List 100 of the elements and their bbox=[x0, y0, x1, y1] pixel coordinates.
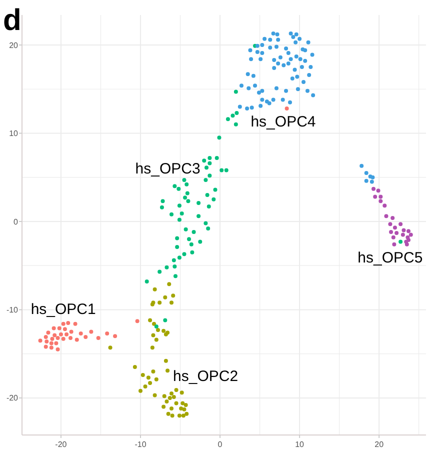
point bbox=[164, 265, 169, 270]
point bbox=[206, 204, 211, 208]
point bbox=[156, 328, 160, 332]
point bbox=[49, 346, 54, 350]
point bbox=[152, 393, 157, 398]
point bbox=[372, 186, 376, 191]
point bbox=[388, 222, 392, 226]
point bbox=[162, 328, 166, 333]
point bbox=[89, 330, 94, 334]
point bbox=[234, 122, 238, 126]
point bbox=[391, 235, 396, 240]
point bbox=[382, 204, 387, 208]
point bbox=[398, 240, 403, 244]
series-label: hs_OPC2 bbox=[173, 368, 238, 385]
point bbox=[204, 178, 208, 182]
point bbox=[378, 194, 383, 199]
point bbox=[208, 161, 212, 166]
point bbox=[69, 330, 74, 334]
point bbox=[170, 212, 174, 216]
point bbox=[176, 186, 181, 191]
point bbox=[163, 295, 168, 300]
point bbox=[204, 221, 208, 226]
point bbox=[56, 336, 60, 340]
point bbox=[186, 199, 190, 204]
y-tick-label: -20 bbox=[6, 394, 19, 403]
point bbox=[64, 332, 69, 336]
point bbox=[190, 250, 194, 254]
point bbox=[168, 396, 172, 400]
point bbox=[61, 322, 66, 326]
point bbox=[180, 390, 184, 395]
point bbox=[170, 300, 174, 305]
point bbox=[151, 333, 156, 338]
x-tick-label: -20 bbox=[55, 440, 68, 449]
point bbox=[208, 156, 212, 160]
point bbox=[172, 395, 176, 400]
point bbox=[212, 197, 216, 202]
point bbox=[84, 335, 88, 340]
point bbox=[185, 191, 190, 196]
point bbox=[204, 166, 209, 170]
point bbox=[164, 399, 169, 404]
point bbox=[158, 270, 162, 274]
point bbox=[154, 338, 158, 342]
point bbox=[189, 242, 194, 246]
point bbox=[400, 232, 405, 237]
point bbox=[138, 388, 142, 393]
point bbox=[154, 324, 158, 328]
point bbox=[160, 205, 164, 210]
series-label: hs_OPC5 bbox=[358, 250, 423, 267]
point bbox=[182, 407, 186, 412]
y-tick-label: 20 bbox=[9, 40, 19, 50]
point bbox=[177, 218, 182, 222]
point bbox=[140, 373, 145, 377]
point bbox=[172, 264, 177, 268]
point bbox=[217, 136, 222, 140]
point bbox=[184, 227, 188, 232]
point bbox=[384, 214, 388, 218]
point bbox=[52, 326, 56, 330]
point bbox=[213, 188, 218, 192]
series-label: hs_OPC1 bbox=[30, 300, 96, 318]
point bbox=[96, 336, 100, 340]
x-tick-label: 20 bbox=[374, 440, 384, 449]
point bbox=[177, 414, 182, 418]
y-tick-label: 10 bbox=[9, 129, 19, 138]
point bbox=[182, 178, 186, 182]
point bbox=[105, 332, 110, 336]
point bbox=[402, 228, 406, 232]
point bbox=[175, 236, 180, 240]
point bbox=[46, 330, 50, 335]
point bbox=[143, 384, 148, 388]
point bbox=[152, 287, 157, 292]
point bbox=[61, 336, 66, 341]
point bbox=[192, 230, 196, 234]
point bbox=[180, 212, 184, 216]
point bbox=[174, 388, 178, 392]
x-tick-label: 0 bbox=[218, 440, 223, 449]
point bbox=[175, 245, 180, 250]
point bbox=[171, 294, 176, 298]
point bbox=[226, 117, 230, 122]
point bbox=[66, 320, 70, 325]
point bbox=[166, 368, 170, 373]
point bbox=[44, 335, 48, 340]
point bbox=[404, 242, 409, 246]
series-label: hs_OPC3 bbox=[135, 160, 200, 178]
point bbox=[151, 369, 156, 374]
point bbox=[196, 214, 201, 218]
point bbox=[162, 404, 166, 409]
point bbox=[144, 279, 149, 284]
point bbox=[230, 114, 235, 118]
point bbox=[184, 412, 189, 416]
point bbox=[202, 158, 206, 163]
point bbox=[50, 336, 54, 341]
point bbox=[158, 300, 162, 305]
point bbox=[49, 341, 54, 346]
point bbox=[406, 229, 411, 234]
point bbox=[181, 414, 186, 418]
point bbox=[44, 344, 48, 349]
point bbox=[184, 403, 188, 407]
point bbox=[150, 346, 154, 350]
point bbox=[373, 194, 378, 199]
point bbox=[58, 332, 63, 336]
